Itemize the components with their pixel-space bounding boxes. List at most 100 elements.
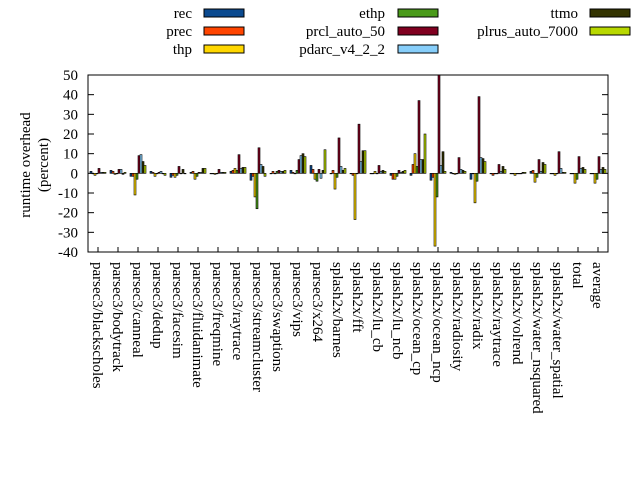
- bar-plrus-auto-7000: [523, 172, 527, 174]
- bar-plrus-auto-7000: [323, 149, 327, 174]
- bar-pdarc-v4-2-2: [559, 168, 563, 174]
- bar-ethp: [175, 173, 179, 176]
- bar-ttmo: [201, 168, 205, 174]
- bar-thp: [433, 173, 437, 247]
- bar-ttmo: [221, 172, 225, 174]
- bar-prcl-auto-50: [137, 155, 141, 174]
- bar-plrus-auto-7000: [223, 172, 227, 174]
- bar-ethp: [255, 173, 259, 210]
- x-tick-label: parsec3/facesim: [169, 262, 185, 359]
- bar-rec: [209, 173, 213, 175]
- legend-label: plrus_auto_7000: [477, 24, 578, 40]
- legend-swatch: [589, 8, 631, 18]
- bar-ttmo: [161, 173, 165, 175]
- bar-plrus-auto-7000: [383, 171, 387, 174]
- x-tick-label: parsec3/freqmine: [209, 262, 225, 366]
- bar-prec: [231, 170, 235, 174]
- bar-plrus-auto-7000: [343, 168, 347, 174]
- bar-pdarc-v4-2-2: [339, 166, 343, 174]
- bar-ethp: [215, 173, 219, 175]
- bar-prcl-auto-50: [397, 170, 401, 174]
- x-tick-label: splash2x/lu_ncb: [389, 262, 405, 360]
- bar-prec: [331, 170, 335, 174]
- bar-ethp: [395, 173, 399, 177]
- x-tick-label: average: [589, 262, 605, 309]
- bar-plrus-auto-7000: [143, 165, 147, 174]
- y-tick-label: 10: [63, 147, 78, 163]
- bar-thp: [133, 173, 137, 196]
- bar-prec: [91, 173, 95, 175]
- bar-ttmo: [441, 151, 445, 174]
- bar-pdarc-v4-2-2: [119, 169, 123, 174]
- bar-ethp: [235, 170, 239, 174]
- legend-label: prcl_auto_50: [306, 24, 385, 40]
- bar-prcl-auto-50: [117, 169, 121, 174]
- bar-ethp: [535, 173, 539, 178]
- bar-prcl-auto-50: [357, 123, 361, 174]
- bar-thp: [513, 173, 517, 176]
- bar-prcl-auto-50: [257, 147, 261, 174]
- legend-label: pdarc_v4_2_2: [299, 42, 385, 58]
- bar-pdarc-v4-2-2: [239, 168, 243, 174]
- bar-plrus-auto-7000: [183, 173, 187, 175]
- bar-pdarc-v4-2-2: [139, 154, 143, 174]
- bar-plrus-auto-7000: [563, 172, 567, 174]
- bar-prcl-auto-50: [237, 154, 241, 174]
- x-tick-label: total: [569, 262, 585, 289]
- y-axis-label: (percent): [36, 138, 52, 192]
- y-tick-label: 40: [63, 88, 78, 104]
- bar-plrus-auto-7000: [543, 164, 547, 174]
- bar-plrus-auto-7000: [403, 170, 407, 174]
- bar-ttmo: [241, 167, 245, 174]
- bar-prec: [211, 173, 215, 175]
- x-tick-label: parsec3/blackscholes: [89, 262, 105, 389]
- bar-ttmo: [261, 166, 265, 174]
- y-tick-label: 50: [63, 68, 78, 84]
- bar-thp: [173, 173, 177, 178]
- bar-plrus-auto-7000: [243, 167, 247, 174]
- bar-prcl-auto-50: [177, 166, 181, 174]
- x-tick-label: splash2x/radix: [469, 262, 485, 350]
- bar-rec: [169, 173, 173, 178]
- x-tick-label: splash2x/fft: [349, 262, 365, 333]
- bar-prcl-auto-50: [377, 165, 381, 174]
- x-tick-label: splash2x/lu_cb: [369, 262, 385, 352]
- bar-ethp: [195, 173, 199, 177]
- bar-ethp: [115, 173, 119, 175]
- y-tick-label: -40: [58, 245, 78, 261]
- bar-prec: [251, 173, 255, 177]
- bar-pdarc-v4-2-2: [159, 171, 163, 174]
- bar-prec: [171, 173, 175, 176]
- bar-plrus-auto-7000: [503, 169, 507, 174]
- bar-ttmo: [121, 173, 125, 175]
- bar-plrus-auto-7000: [203, 168, 207, 174]
- bar-prcl-auto-50: [437, 74, 441, 174]
- bar-thp: [353, 173, 357, 220]
- bar-rec: [249, 173, 253, 181]
- bar-thp: [93, 173, 97, 176]
- bar-thp: [213, 173, 217, 175]
- x-tick-label: parsec3/x264: [309, 262, 325, 342]
- y-tick-label: -30: [58, 225, 78, 241]
- bar-rec: [449, 172, 453, 174]
- bar-thp: [533, 173, 537, 183]
- bar-plrus-auto-7000: [103, 172, 107, 174]
- bar-prcl-auto-50: [557, 151, 561, 174]
- legend-swatch: [397, 26, 439, 36]
- bar-prcl-auto-50: [157, 172, 161, 174]
- x-tick-label: splash2x/raytrace: [489, 262, 505, 367]
- bar-thp: [333, 173, 337, 190]
- bar-thp: [413, 153, 417, 174]
- y-tick-label: -20: [58, 206, 78, 222]
- bar-ethp: [315, 173, 319, 182]
- bar-thp: [153, 173, 157, 177]
- legend-label: rec: [174, 6, 193, 22]
- x-tick-label: splash2x/barnes: [329, 262, 345, 358]
- legend-label: prec: [166, 24, 192, 40]
- bar-pdarc-v4-2-2: [199, 172, 203, 174]
- bar-rec: [229, 171, 233, 174]
- legend-swatch: [397, 8, 439, 18]
- bar-prcl-auto-50: [197, 172, 201, 174]
